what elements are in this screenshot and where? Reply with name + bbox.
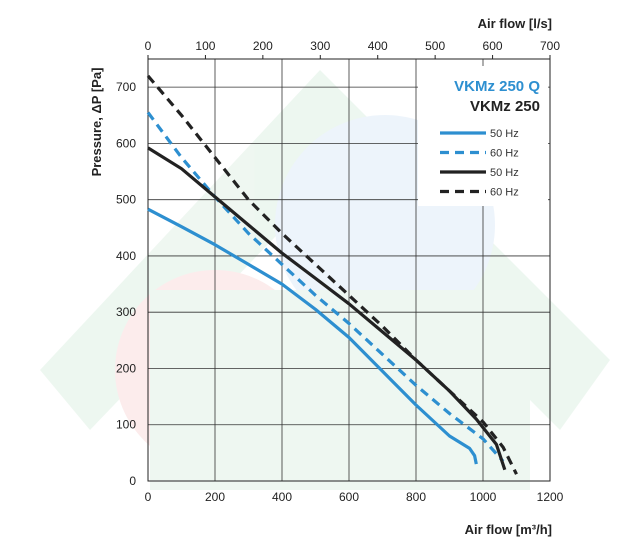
legend: VKMz 250 Q VKMz 250 50 Hz 60 Hz 50 Hz 60 Hz [418, 66, 548, 206]
y-tick-label: 100 [116, 418, 136, 432]
x-tick-label: 200 [205, 490, 225, 504]
series-line-2 [147, 146, 507, 471]
x-tick-label: 800 [406, 490, 426, 504]
x2-tick-label: 300 [310, 39, 330, 53]
x2-axis-title: Air flow [l/s] [478, 16, 552, 31]
x2-tick-label: 400 [368, 39, 388, 53]
series-layer [146, 74, 518, 475]
legend-title: VKMz 250 Q [454, 78, 540, 95]
y-tick-label: 200 [116, 361, 136, 375]
legend-label: 50 Hz [490, 128, 519, 140]
x2-axis-ticks: 0 100 200 300 400 500 600 700 [145, 39, 560, 59]
x2-tick-label: 700 [540, 39, 560, 53]
x-tick-label: 600 [339, 490, 359, 504]
series-line-3 [146, 74, 518, 475]
x2-tick-label: 200 [253, 39, 273, 53]
x2-tick-label: 0 [145, 39, 152, 53]
x-tick-label: 1200 [537, 490, 564, 504]
legend-title: VKMz 250 [470, 98, 540, 115]
y-axis-title: Pressure, ΔP [Pa] [89, 68, 104, 177]
x-tick-label: 400 [272, 490, 292, 504]
legend-label: 60 Hz [490, 148, 519, 160]
y-tick-label: 700 [116, 80, 136, 94]
y-axis-ticks: 0 100 200 300 400 500 600 700 [116, 80, 136, 488]
x2-tick-label: 100 [195, 39, 215, 53]
y-tick-label: 500 [116, 193, 136, 207]
x-tick-label: 1000 [470, 490, 497, 504]
series-line-0 [147, 207, 478, 465]
legend-label: 60 Hz [490, 187, 519, 199]
legend-label: 50 Hz [490, 167, 519, 179]
x2-tick-label: 500 [425, 39, 445, 53]
x-axis-title: Air flow [m³/h] [465, 522, 552, 537]
series-line-1 [146, 111, 505, 463]
x-axis-ticks: 0 200 400 600 800 1000 1200 [145, 490, 564, 504]
legend-background [418, 66, 548, 206]
y-tick-label: 0 [129, 474, 136, 488]
plot-frame [147, 58, 551, 482]
y-tick-label: 600 [116, 136, 136, 150]
y-tick-label: 400 [116, 249, 136, 263]
x-tick-label: 0 [145, 490, 152, 504]
y-tick-label: 300 [116, 305, 136, 319]
x2-tick-label: 600 [483, 39, 503, 53]
